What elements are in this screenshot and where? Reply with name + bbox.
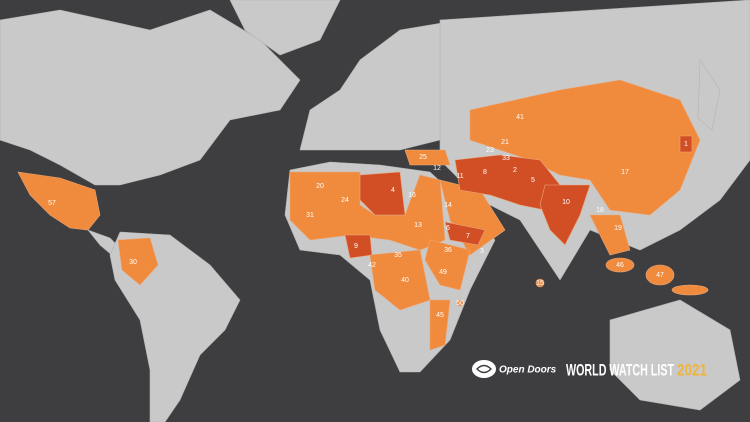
brand-title: WORLD WATCH LIST: [566, 360, 674, 379]
rank-label: 41: [516, 114, 524, 121]
brand-org: Open Doors: [499, 365, 557, 376]
rank-label: 2: [513, 167, 517, 174]
rank-label: 50: [456, 300, 464, 307]
rank-label: 5: [531, 177, 535, 184]
rank-label: 8: [483, 169, 487, 176]
rank-label: 3: [480, 248, 484, 255]
rank-label: 1: [684, 141, 688, 148]
brand: Open Doors WORLD WATCH LIST 2021: [472, 360, 707, 379]
rank-label: 20: [316, 183, 324, 190]
rank-label: 24: [341, 197, 349, 204]
rank-label: 25: [419, 154, 427, 161]
logo-fish: [476, 364, 492, 374]
rank-label: 40: [401, 277, 409, 284]
logo-icon: [472, 360, 496, 378]
rank-label: 35: [394, 252, 402, 259]
rank-label: 31: [306, 212, 314, 219]
rank-label: 23: [486, 147, 494, 154]
rank-label: 11: [456, 173, 463, 180]
ranked-countries: [17, 79, 709, 351]
rank-label: 30: [129, 259, 137, 266]
rank-label: 12: [433, 165, 441, 172]
rank-label: 19: [614, 225, 622, 232]
rank-label: 46: [616, 262, 624, 269]
rank-label: 6: [446, 225, 450, 232]
rank-label: 42: [368, 262, 376, 269]
rank-label: 14: [444, 202, 452, 209]
rank-label: 16: [408, 192, 416, 199]
rank-label: 17: [621, 169, 629, 176]
rank-label: 18: [596, 207, 604, 214]
rank-labels: 57 30 1 41 21 17 11 8 2 5 10 4 24 31 9 1…: [48, 114, 688, 319]
rank-label: 7: [466, 233, 470, 240]
rank-label: 15: [536, 280, 544, 287]
rank-label: 45: [436, 312, 444, 319]
rank-label: 9: [354, 243, 358, 250]
brand-year: 2021: [677, 360, 707, 379]
rank-label: 57: [48, 200, 56, 207]
rank-label: 10: [562, 199, 570, 206]
rank-label: 4: [391, 187, 395, 194]
rank-label: 47: [656, 272, 664, 279]
rank-label: 21: [501, 139, 509, 146]
rank-label: 13: [414, 222, 422, 229]
rank-label: 36: [444, 247, 452, 254]
rank-label: 49: [439, 269, 447, 276]
rank-label: 33: [502, 155, 510, 162]
